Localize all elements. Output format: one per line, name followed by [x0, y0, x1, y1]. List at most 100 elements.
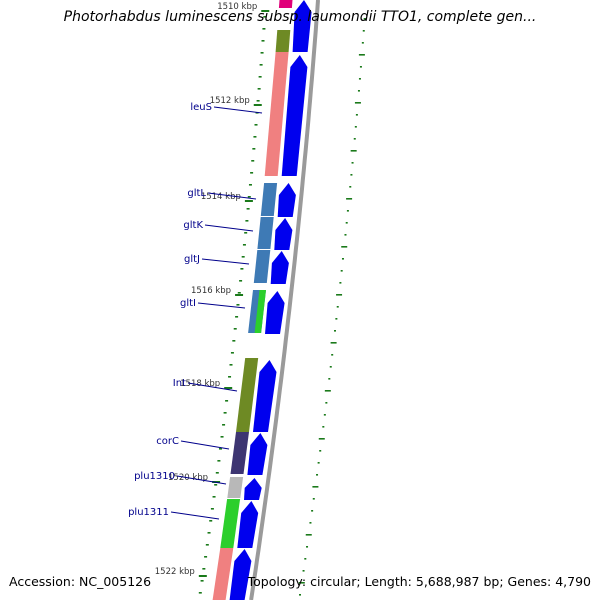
minor-tick [202, 568, 206, 570]
gene-label-gltj: gltJ [184, 254, 200, 265]
dot-mark [346, 198, 353, 200]
dot-mark [336, 294, 343, 296]
gene-arrow [274, 218, 293, 250]
minor-tick [256, 100, 260, 102]
dot-mark [328, 378, 331, 380]
dot-mark [323, 414, 326, 416]
tick-label: 1518 kbp [180, 379, 220, 389]
dot-mark [318, 438, 325, 440]
minor-tick [251, 160, 255, 162]
gene-arrow [270, 251, 289, 284]
gene-arrow [229, 549, 252, 600]
major-tick [224, 387, 233, 389]
minor-tick [209, 520, 213, 522]
minor-tick [244, 232, 248, 234]
dot-mark [351, 162, 354, 164]
minor-tick [245, 220, 249, 222]
dot-mark [305, 534, 312, 536]
minor-tick [204, 556, 208, 558]
minor-tick [222, 424, 226, 426]
dot-mark [330, 342, 337, 344]
topology-text: Topology: circular; Length: 5,688,987 bp… [247, 574, 591, 589]
leader-line [197, 302, 246, 309]
minor-tick [235, 316, 239, 318]
minor-tick [237, 292, 241, 294]
minor-tick [210, 508, 214, 510]
minor-tick [230, 352, 234, 354]
dot-mark [339, 282, 342, 284]
major-tick [244, 200, 253, 202]
dot-mark [302, 570, 305, 572]
dot-mark [331, 354, 334, 356]
minor-tick [254, 124, 258, 126]
minor-tick [207, 532, 211, 534]
leader-line [213, 106, 263, 114]
cog-segment [253, 250, 271, 283]
major-tick [253, 104, 262, 106]
minor-tick [248, 184, 252, 186]
gene-arrow [265, 291, 285, 334]
gene-arrow [247, 433, 268, 475]
cog-segment [230, 432, 249, 474]
cog-segment [254, 290, 266, 333]
minor-tick [220, 436, 224, 438]
minor-tick [233, 328, 237, 330]
minor-tick [223, 412, 227, 414]
minor-tick [252, 148, 256, 150]
dot-mark [304, 558, 307, 560]
dot-mark [341, 246, 348, 248]
minor-tick [228, 376, 232, 378]
minor-tick [212, 496, 216, 498]
gene-arrow [277, 183, 296, 217]
leader-line [207, 192, 257, 200]
dot-mark [312, 486, 319, 488]
minor-tick [214, 484, 218, 486]
tick-label: 1522 kbp [155, 567, 195, 577]
cog-segment [278, 0, 293, 8]
dot-mark [354, 102, 361, 104]
minor-tick [217, 460, 221, 462]
minor-tick [261, 40, 265, 42]
tick-label: 1512 kbp [210, 96, 250, 106]
minor-tick [205, 544, 209, 546]
dot-mark [299, 594, 302, 596]
dot-mark [298, 582, 305, 584]
dot-mark [344, 234, 347, 236]
cog-segment [257, 217, 274, 249]
dot-mark [353, 138, 356, 140]
dot-mark [306, 546, 309, 548]
dot-mark [336, 306, 339, 308]
dot-mark [361, 42, 364, 44]
dot-mark [322, 426, 325, 428]
dot-mark [312, 498, 315, 500]
minor-tick [250, 172, 254, 174]
cog-segment [227, 477, 244, 498]
minor-tick [239, 280, 243, 282]
cog-segment [264, 52, 289, 176]
gene-arrows-track [229, 0, 312, 600]
minor-tick [260, 52, 264, 54]
gene-label-gltk: gltK [183, 220, 203, 231]
tick-label: 1510 kbp [217, 2, 257, 12]
gene-arrow [281, 55, 308, 176]
cog-segment [260, 183, 278, 216]
major-tick [261, 10, 270, 12]
minor-tick [259, 64, 263, 66]
tick-label: 1514 kbp [201, 192, 241, 202]
leader-line [204, 224, 254, 232]
major-tick [235, 294, 244, 296]
dot-mark [311, 510, 314, 512]
dot-mark [358, 54, 365, 56]
dot-mark [309, 522, 312, 524]
accession-text: Accession: NC_005126 [9, 574, 152, 589]
gene-label-leus: leuS [190, 102, 212, 113]
dot-mark [357, 90, 360, 92]
minor-tick [200, 580, 204, 582]
dot-mark [358, 78, 361, 80]
cog-segment [212, 548, 234, 600]
dot-mark [350, 150, 357, 152]
cog-segment [275, 30, 291, 52]
outer-dotted-track [298, 18, 366, 596]
